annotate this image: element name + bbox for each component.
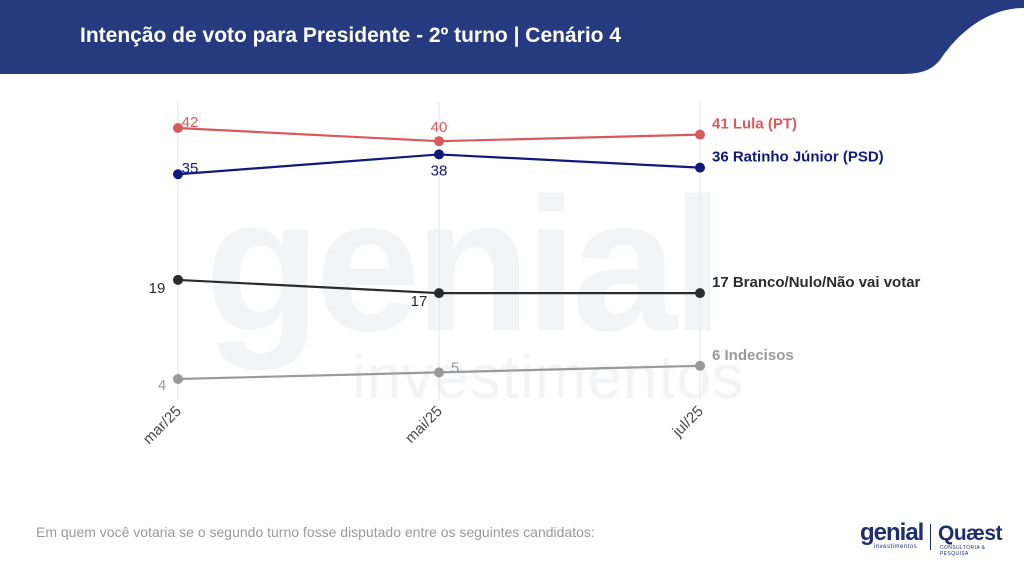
chart-footnote: Em quem você votaria se o segundo turno … xyxy=(36,524,595,540)
data-label-1-0: 35 xyxy=(182,160,199,177)
data-label-2-0: 19 xyxy=(149,280,166,297)
x-tick-jul/25: jul/25 xyxy=(669,403,707,441)
series-end-label-2: 17 Branco/Nulo/Não vai votar xyxy=(712,274,921,291)
series-end-label-3: 6 Indecisos xyxy=(712,347,794,364)
x-tick-mai/25: mai/25 xyxy=(402,403,446,447)
page-title: Intenção de voto para Presidente - 2º tu… xyxy=(80,24,621,47)
genial-logo: genial xyxy=(860,519,924,546)
data-point-1-0 xyxy=(173,169,183,180)
data-point-1-1 xyxy=(434,149,444,160)
data-point-0-0 xyxy=(173,123,183,133)
data-point-3-0 xyxy=(173,374,183,384)
data-label-2-1: 17 xyxy=(411,293,428,310)
data-point-0-2 xyxy=(695,129,705,140)
data-label-3-1: 5 xyxy=(451,359,459,376)
series-end-label-1: 36 Ratinho Júnior (PSD) xyxy=(712,149,884,166)
quaest-logo: Quæst xyxy=(938,522,1003,545)
data-point-3-2 xyxy=(695,360,705,371)
data-label-0-0: 42 xyxy=(182,114,199,131)
data-label-1-1: 38 xyxy=(431,162,448,179)
data-point-2-2 xyxy=(695,288,705,299)
quaest-logo-sub: CONSULTORIA & PESQUISA xyxy=(940,545,986,557)
data-point-1-2 xyxy=(695,162,705,173)
x-tick-mar/25: mar/25 xyxy=(140,403,185,448)
data-label-3-0: 4 xyxy=(158,377,166,394)
logos: genial investimentos Quæst CONSULTORIA &… xyxy=(860,519,1010,558)
data-point-2-1 xyxy=(434,288,444,299)
header-bar xyxy=(0,0,1024,74)
genial-logo-sub: investimentos xyxy=(874,544,918,550)
logo-divider xyxy=(930,524,931,550)
data-point-2-0 xyxy=(173,274,183,285)
data-point-0-1 xyxy=(434,136,444,147)
series-end-label-0: 41 Lula (PT) xyxy=(712,116,797,133)
data-point-3-1 xyxy=(434,367,444,378)
data-label-0-1: 40 xyxy=(431,119,448,136)
